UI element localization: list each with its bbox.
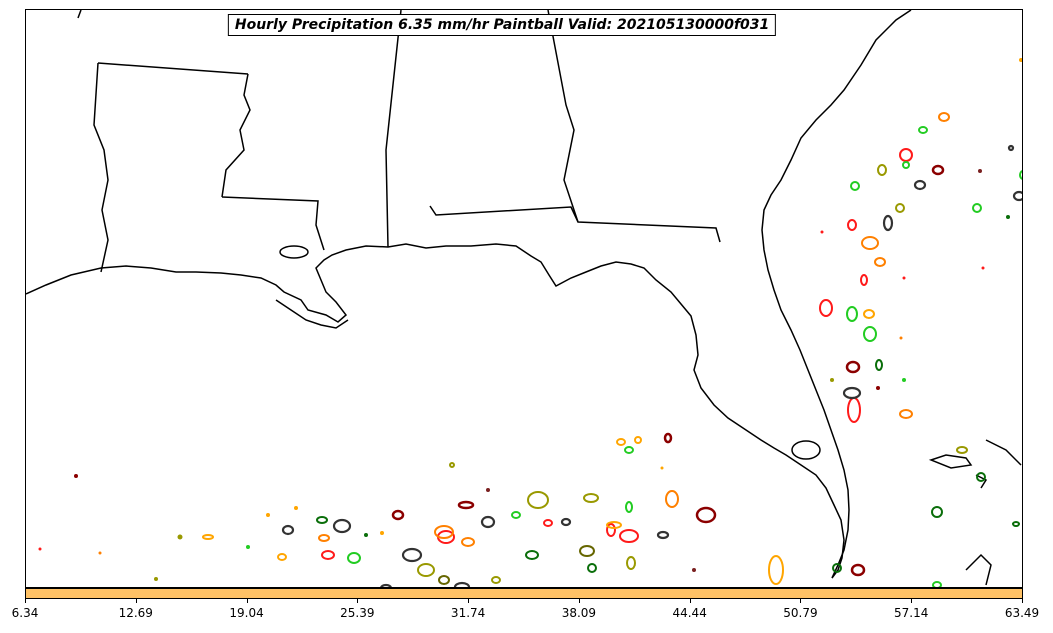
gulf-coastline-west [26,243,845,579]
colorbar-tick-mark [468,599,470,603]
colorbar-ticks: 6.34 12.69 19.04 25.39 31.74 38.09 44.44 50.79 5… [12,599,1039,629]
lake-pontchartrain [279,245,309,259]
precip-paintballs [38,58,1022,587]
map-title: Hourly Precipitation 6.35 mm/hr Paintbal… [227,14,777,36]
colorbar-tick-label: 6.34 [11,606,39,620]
precip-green-contours [347,126,1022,587]
colorbar-tick-mark [1022,599,1023,603]
arkansas-louisiana-border [97,62,249,75]
colorbar-tick-mark [357,599,359,603]
alabama-georgia-border [547,10,579,223]
colorbar-tick-mark [800,599,802,603]
alabama-florida-border [429,205,721,243]
louisiana-west-border [93,62,109,273]
map-canvas [26,10,1022,587]
colorbar-tick-label: 25.39 [340,606,375,620]
state-boundaries [26,10,1022,586]
lake-okeechobee [791,440,821,460]
mississippi-river-border [221,73,251,198]
precip-orange-contours [318,112,950,547]
bahamas-island-1 [928,454,973,469]
colorbar-tick-mark [135,599,137,603]
colorbar-tick-label: 57.14 [894,606,929,620]
colorbar-tick-label: 38.09 [561,606,597,620]
colorbar-tick-label: 50.79 [783,606,818,620]
louisiana-mississippi-border [221,196,325,251]
colorbar-tick-mark [689,599,691,603]
georgia-north-border [77,10,82,19]
precip-red-contours [321,148,913,560]
colorbar-tick-label: 12.69 [118,606,153,620]
colorbar-tick-mark [246,599,248,603]
precip-gray-contours [281,144,1022,587]
precip-dark-green-contours [316,359,1020,573]
bahamas-island-2 [985,439,1022,466]
bahamas-island-3 [975,474,988,489]
precip-light-orange-contours [202,309,875,585]
precip-olive-contours [417,164,968,584]
colorbar-tick-label: 31.74 [450,606,486,620]
precip-maroon-contours [391,164,945,577]
mississippi-alabama-border [385,10,402,248]
map-panel: Hourly Precipitation 6.35 mm/hr Paintbal… [25,9,1023,588]
colorbar-tick-mark [911,599,913,603]
precip-scattered-dots [38,58,1022,581]
florida-atlantic-coastline [761,10,912,579]
colorbar [25,588,1023,599]
precip-dark-olive-contours [438,545,595,585]
colorbar-tick-label: 19.04 [229,606,264,620]
colorbar-tick-label: 44.44 [672,606,707,620]
colorbar-tick-mark [25,599,26,603]
colorbar-tick-label: 63.49 [1004,606,1040,620]
colorbar-tick-mark [578,599,580,603]
florida-keys-south [965,553,992,586]
delta-outline [275,299,349,329]
